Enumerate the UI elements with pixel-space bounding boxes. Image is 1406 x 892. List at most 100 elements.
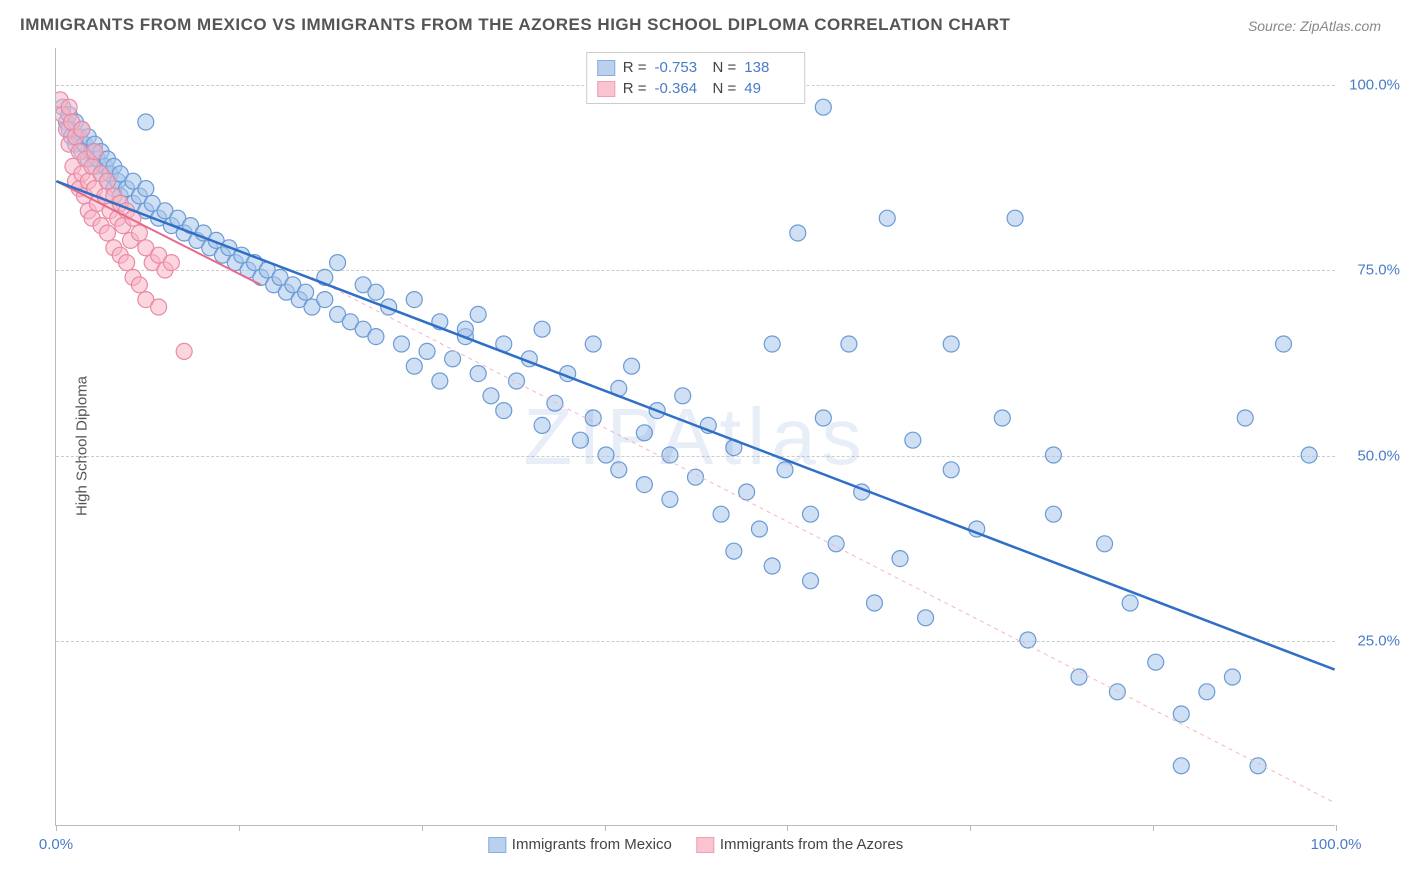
x-tick-label: 100.0% xyxy=(1311,836,1362,853)
data-point-mexico xyxy=(675,388,691,404)
data-point-azores xyxy=(119,255,135,271)
data-point-azores xyxy=(131,225,147,241)
data-point-mexico xyxy=(726,543,742,559)
data-point-mexico xyxy=(662,491,678,507)
data-point-mexico xyxy=(585,410,601,426)
data-point-mexico xyxy=(1097,536,1113,552)
chart-title: IMMIGRANTS FROM MEXICO VS IMMIGRANTS FRO… xyxy=(20,15,1010,35)
data-point-mexico xyxy=(636,425,652,441)
data-point-mexico xyxy=(1122,595,1138,611)
x-tick xyxy=(787,825,788,831)
data-point-azores xyxy=(176,343,192,359)
legend-n-value-azores: 49 xyxy=(744,80,794,97)
data-point-mexico xyxy=(624,358,640,374)
data-point-azores xyxy=(74,121,90,137)
data-point-mexico xyxy=(470,306,486,322)
data-point-mexico xyxy=(713,506,729,522)
data-point-mexico xyxy=(1301,447,1317,463)
data-point-mexico xyxy=(445,351,461,367)
legend-r-label: R = xyxy=(623,80,647,97)
data-point-mexico xyxy=(1020,632,1036,648)
legend-stats-row-mexico: R = -0.753 N = 138 xyxy=(597,57,795,78)
data-point-azores xyxy=(61,99,77,115)
data-point-mexico xyxy=(636,477,652,493)
y-tick-label: 100.0% xyxy=(1349,77,1400,94)
data-point-azores xyxy=(163,255,179,271)
legend-swatch-azores xyxy=(696,837,714,853)
legend-label-mexico: Immigrants from Mexico xyxy=(512,836,672,853)
data-point-mexico xyxy=(1109,684,1125,700)
data-point-mexico xyxy=(317,292,333,308)
trendline xyxy=(56,181,1334,669)
data-point-mexico xyxy=(1224,669,1240,685)
y-tick-label: 25.0% xyxy=(1357,632,1400,649)
data-point-mexico xyxy=(803,573,819,589)
data-point-mexico xyxy=(534,321,550,337)
data-point-mexico xyxy=(764,336,780,352)
y-tick-label: 50.0% xyxy=(1357,447,1400,464)
data-point-mexico xyxy=(815,410,831,426)
data-point-mexico xyxy=(138,181,154,197)
x-tick xyxy=(1336,825,1337,831)
data-point-mexico xyxy=(892,551,908,567)
data-point-mexico xyxy=(662,447,678,463)
x-tick xyxy=(239,825,240,831)
data-point-mexico xyxy=(406,292,422,308)
data-point-mexico xyxy=(534,417,550,433)
data-point-mexico xyxy=(905,432,921,448)
data-point-mexico xyxy=(547,395,563,411)
data-point-mexico xyxy=(943,462,959,478)
x-tick xyxy=(970,825,971,831)
legend-stats-row-azores: R = -0.364 N = 49 xyxy=(597,78,795,99)
legend-n-label: N = xyxy=(713,59,737,76)
legend-label-azores: Immigrants from the Azores xyxy=(720,836,903,853)
data-point-mexico xyxy=(815,99,831,115)
legend-swatch-mexico xyxy=(488,837,506,853)
scatter-svg xyxy=(56,48,1335,825)
x-tick xyxy=(422,825,423,831)
data-point-mexico xyxy=(1071,669,1087,685)
data-point-mexico xyxy=(1007,210,1023,226)
data-point-mexico xyxy=(496,403,512,419)
data-point-azores xyxy=(99,173,115,189)
data-point-mexico xyxy=(572,432,588,448)
trendline xyxy=(312,277,1335,802)
data-point-mexico xyxy=(994,410,1010,426)
legend-item-azores: Immigrants from the Azores xyxy=(696,836,903,853)
legend-swatch-azores xyxy=(597,81,615,97)
data-point-mexico xyxy=(841,336,857,352)
x-tick xyxy=(1153,825,1154,831)
data-point-mexico xyxy=(393,336,409,352)
x-tick-label: 0.0% xyxy=(39,836,73,853)
data-point-mexico xyxy=(1148,654,1164,670)
data-point-mexico xyxy=(330,255,346,271)
data-point-mexico xyxy=(751,521,767,537)
data-point-mexico xyxy=(1173,706,1189,722)
data-point-mexico xyxy=(866,595,882,611)
data-point-mexico xyxy=(406,358,422,374)
y-tick-label: 75.0% xyxy=(1357,262,1400,279)
x-tick xyxy=(56,825,57,831)
data-point-azores xyxy=(87,144,103,160)
data-point-mexico xyxy=(368,329,384,345)
data-point-mexico xyxy=(598,447,614,463)
plot-area: ZIPAtlas 25.0%50.0%75.0%100.0% R = -0.75… xyxy=(55,48,1335,826)
legend-stats: R = -0.753 N = 138 R = -0.364 N = 49 xyxy=(586,52,806,104)
data-point-mexico xyxy=(1199,684,1215,700)
data-point-mexico xyxy=(1276,336,1292,352)
data-point-azores xyxy=(131,277,147,293)
data-point-mexico xyxy=(1045,506,1061,522)
data-point-mexico xyxy=(803,506,819,522)
data-point-mexico xyxy=(918,610,934,626)
legend-n-label: N = xyxy=(713,80,737,97)
data-point-mexico xyxy=(483,388,499,404)
legend-item-mexico: Immigrants from Mexico xyxy=(488,836,672,853)
legend-swatch-mexico xyxy=(597,60,615,76)
legend-r-value-mexico: -0.753 xyxy=(655,59,705,76)
data-point-mexico xyxy=(432,373,448,389)
data-point-mexico xyxy=(509,373,525,389)
data-point-mexico xyxy=(764,558,780,574)
data-point-mexico xyxy=(1237,410,1253,426)
x-tick xyxy=(605,825,606,831)
data-point-mexico xyxy=(611,462,627,478)
